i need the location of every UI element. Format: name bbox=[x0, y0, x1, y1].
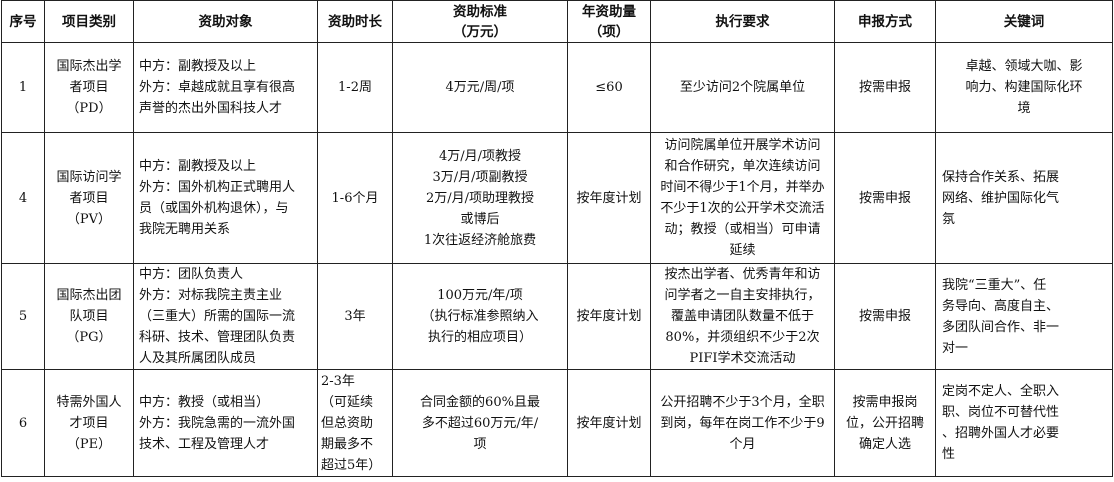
cell-keywords: 定岗不定人、全职入 职、岗位不可替代性 、招聘外国人才必要 性 bbox=[935, 369, 1113, 477]
cell-duration: 3年 bbox=[317, 263, 393, 370]
cell-target: 中方：副教授及以上 外方：卓越成就且享有很高 声誉的杰出外国科技人才 bbox=[133, 42, 318, 133]
header-requirement: 执行要求 bbox=[650, 0, 835, 43]
cell-requirement: 至少访问2个院属单位 bbox=[650, 42, 835, 133]
cell-target: 中方：副教授及以上 外方：国外机构正式聘用人 员（或国外机构退休），与 我院无聘… bbox=[133, 132, 318, 264]
header-duration: 资助时长 bbox=[317, 0, 393, 43]
cell-no: 6 bbox=[1, 369, 45, 477]
cell-duration: 1-6个月 bbox=[317, 132, 393, 264]
cell-keywords: 卓越、领域大咖、影 响力、构建国际化环 境 bbox=[935, 42, 1113, 133]
header-no: 序号 bbox=[1, 0, 45, 43]
cell-requirement: 按杰出学者、优秀青年和访 问学者之一自主安排执行， 覆盖申请团队数量不低于 80… bbox=[650, 263, 835, 370]
cell-requirement: 公开招聘不少于3个月，全职 到岗，每年在岗工作不少于9 个月 bbox=[650, 369, 835, 477]
header-keywords: 关键词 bbox=[935, 0, 1113, 43]
cell-standard: 4万元/周/项 bbox=[392, 42, 568, 133]
cell-requirement: 访问院属单位开展学术访问 和合作研究，单次连续访问 时间不得少于1个月，并举办 … bbox=[650, 132, 835, 264]
cell-annual: 按年度计划 bbox=[567, 263, 651, 370]
header-category: 项目类别 bbox=[44, 0, 134, 43]
cell-apply: 按需申报岗 位，公开招聘 确定人选 bbox=[834, 369, 936, 477]
cell-standard: 100万元/年/项 （执行标准参照纳入 执行的相应项目） bbox=[392, 263, 568, 370]
cell-target: 中方：团队负责人 外方：对标我院主责主业 （三重大）所需的国际一流 科研、技术、… bbox=[133, 263, 318, 370]
cell-no: 1 bbox=[1, 42, 45, 133]
cell-annual: ≤60 bbox=[567, 42, 651, 133]
cell-no: 5 bbox=[1, 263, 45, 370]
cell-target: 中方：教授（或相当） 外方：我院急需的一流外国 技术、工程及管理人才 bbox=[133, 369, 318, 477]
header-apply: 申报方式 bbox=[834, 0, 936, 43]
cell-category: 国际访问学 者项目 （PV） bbox=[44, 132, 134, 264]
header-standard: 资助标准 （万元） bbox=[392, 0, 568, 43]
cell-no: 4 bbox=[1, 132, 45, 264]
cell-standard: 4万/月/项教授 3万/月/项副教授 2万/月/项助理教授 或博后 1次往返经济… bbox=[392, 132, 568, 264]
table-row: 6 特需外国人 才项目 （PE） 中方：教授（或相当） 外方：我院急需的一流外国… bbox=[1, 369, 1113, 477]
cell-category: 国际杰出学 者项目 （PD） bbox=[44, 42, 134, 133]
header-row: 序号 项目类别 资助对象 资助时长 资助标准 （万元） 年资助量 （项） 执行要… bbox=[1, 0, 1113, 43]
cell-apply: 按需申报 bbox=[834, 42, 936, 133]
cell-category: 国际杰出团 队项目 （PG） bbox=[44, 263, 134, 370]
table-row: 5 国际杰出团 队项目 （PG） 中方：团队负责人 外方：对标我院主责主业 （三… bbox=[1, 263, 1113, 370]
header-annual: 年资助量 （项） bbox=[567, 0, 651, 43]
cell-keywords: 保持合作关系、拓展 网络、维护国际化气 氛 bbox=[935, 132, 1113, 264]
header-target: 资助对象 bbox=[133, 0, 318, 43]
cell-duration: 1-2周 bbox=[317, 42, 393, 133]
cell-apply: 按需申报 bbox=[834, 132, 936, 264]
cell-category: 特需外国人 才项目 （PE） bbox=[44, 369, 134, 477]
cell-annual: 按年度计划 bbox=[567, 369, 651, 477]
table-row: 1 国际杰出学 者项目 （PD） 中方：副教授及以上 外方：卓越成就且享有很高 … bbox=[1, 42, 1113, 133]
cell-duration: 2-3年 （可延续 但总资助 期最多不 超过5年） bbox=[317, 369, 393, 477]
cell-apply: 按需申报 bbox=[834, 263, 936, 370]
cell-keywords: 我院“三重大”、任 务导向、高度自主、 多团队间合作、非一 对一 bbox=[935, 263, 1113, 370]
cell-annual: 按年度计划 bbox=[567, 132, 651, 264]
cell-standard: 合同金额的60%且最 多不超过60万元/年/ 项 bbox=[392, 369, 568, 477]
table-row: 4 国际访问学 者项目 （PV） 中方：副教授及以上 外方：国外机构正式聘用人 … bbox=[1, 132, 1113, 264]
